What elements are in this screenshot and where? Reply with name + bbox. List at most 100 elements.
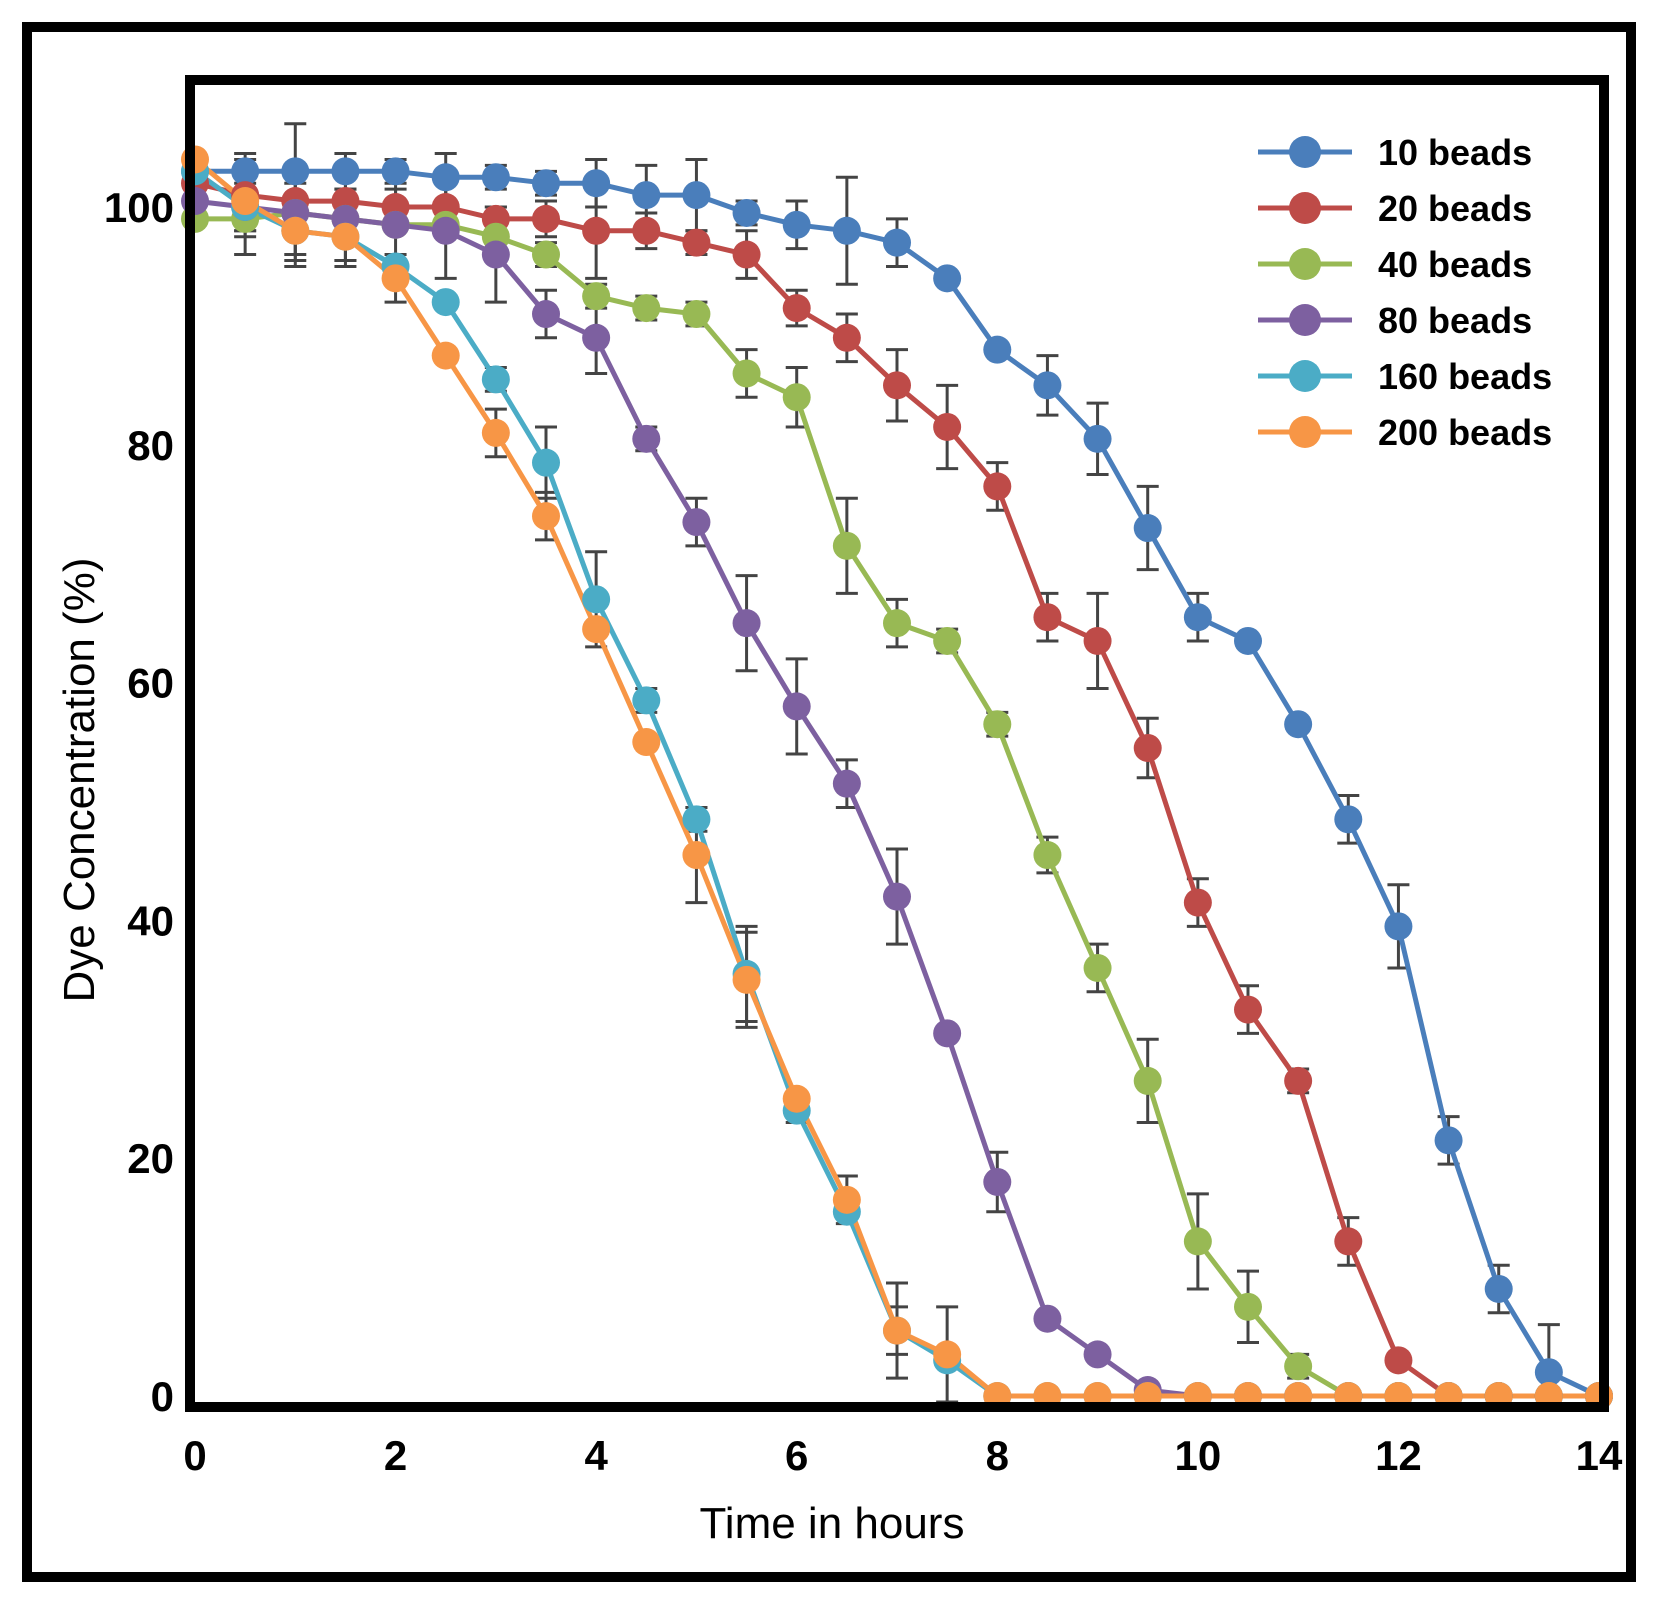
data-point-40-beads bbox=[883, 609, 911, 638]
data-point-40-beads bbox=[1183, 1227, 1212, 1256]
data-point-20-beads bbox=[532, 204, 560, 233]
data-point-200-beads bbox=[732, 965, 761, 994]
data-point-10-beads bbox=[281, 157, 310, 186]
data-point-10-beads bbox=[1434, 1126, 1463, 1155]
data-point-10-beads bbox=[582, 169, 611, 198]
data-point-80-beads bbox=[832, 769, 861, 798]
data-point-40-beads bbox=[1133, 1066, 1162, 1095]
data-point-200-beads bbox=[832, 1185, 861, 1214]
legend-label-200-beads: 200 beads bbox=[1378, 412, 1552, 453]
data-point-40-beads bbox=[1234, 1292, 1262, 1321]
data-point-20-beads bbox=[1133, 733, 1162, 762]
data-point-200-beads bbox=[431, 341, 460, 370]
x-tick-label: 4 bbox=[584, 1432, 608, 1479]
y-tick-label: 20 bbox=[127, 1135, 174, 1182]
data-point-20-beads bbox=[1334, 1227, 1363, 1256]
data-point-10-beads bbox=[1183, 603, 1212, 632]
data-point-200-beads bbox=[682, 841, 711, 870]
legend-marker-160-beads bbox=[1289, 360, 1321, 392]
x-tick-label: 6 bbox=[785, 1432, 808, 1479]
data-point-10-beads bbox=[1133, 514, 1162, 543]
data-point-10-beads bbox=[381, 157, 410, 186]
figure-frame bbox=[22, 22, 1636, 1582]
data-point-200-beads bbox=[883, 1316, 911, 1345]
axis-ticks: 0 2 4 6 8 10 12 14 0 20 40 60 80 100 bbox=[104, 184, 1623, 1479]
legend-label-80-beads: 80 beads bbox=[1378, 300, 1532, 341]
data-point-40-beads bbox=[532, 240, 560, 269]
data-point-20-beads bbox=[782, 294, 811, 323]
y-tick-label: 100 bbox=[104, 184, 174, 231]
data-point-40-beads bbox=[582, 282, 611, 311]
data-point-20-beads bbox=[1384, 1346, 1413, 1375]
data-point-10-beads bbox=[1033, 371, 1062, 400]
data-point-80-beads bbox=[682, 508, 711, 537]
data-point-10-beads bbox=[1234, 626, 1262, 655]
data-point-160-beads bbox=[582, 585, 611, 614]
data-point-40-beads bbox=[832, 531, 861, 560]
data-point-10-beads bbox=[1083, 424, 1112, 453]
y-tick-label: 0 bbox=[151, 1373, 174, 1420]
data-point-40-beads bbox=[1033, 841, 1062, 870]
data-point-80-beads bbox=[381, 210, 410, 239]
data-point-80-beads bbox=[782, 692, 811, 721]
data-point-80-beads bbox=[1083, 1340, 1112, 1369]
data-point-80-beads bbox=[481, 240, 510, 269]
data-point-80-beads bbox=[983, 1167, 1012, 1196]
data-point-10-beads bbox=[532, 169, 560, 198]
data-point-20-beads bbox=[883, 371, 911, 400]
data-point-80-beads bbox=[632, 424, 661, 453]
x-tick-label: 10 bbox=[1174, 1432, 1221, 1479]
data-point-160-beads bbox=[682, 805, 711, 834]
data-point-10-beads bbox=[1284, 710, 1313, 739]
data-point-10-beads bbox=[331, 157, 360, 186]
x-tick-label: 8 bbox=[986, 1432, 1009, 1479]
data-point-20-beads bbox=[632, 216, 661, 245]
data-point-80-beads bbox=[933, 1019, 962, 1048]
data-point-10-beads bbox=[231, 157, 260, 186]
y-axis-title: Dye Concentration (%) bbox=[55, 557, 104, 1002]
data-point-40-beads bbox=[732, 359, 761, 388]
x-tick-label: 14 bbox=[1576, 1432, 1623, 1479]
series-lines bbox=[193, 157, 1601, 1399]
data-point-40-beads bbox=[933, 626, 962, 655]
data-point-10-beads bbox=[481, 163, 510, 192]
data-point-10-beads bbox=[1334, 805, 1363, 834]
data-point-10-beads bbox=[782, 210, 811, 239]
data-point-160-beads bbox=[532, 448, 560, 477]
data-point-200-beads bbox=[281, 216, 310, 245]
data-point-20-beads bbox=[933, 412, 962, 441]
data-point-40-beads bbox=[632, 294, 661, 323]
data-point-20-beads bbox=[732, 240, 761, 269]
data-point-10-beads bbox=[933, 264, 962, 293]
data-point-10-beads bbox=[832, 216, 861, 245]
plot-area-border bbox=[185, 75, 1609, 1412]
data-point-10-beads bbox=[1384, 912, 1413, 941]
data-point-20-beads bbox=[1234, 995, 1262, 1024]
data-point-20-beads bbox=[1284, 1066, 1313, 1095]
x-tick-label: 0 bbox=[183, 1432, 206, 1479]
data-point-200-beads bbox=[782, 1084, 811, 1113]
legend-marker-40-beads bbox=[1289, 248, 1321, 280]
legend-label-10-beads: 10 beads bbox=[1378, 132, 1532, 173]
data-point-20-beads bbox=[1183, 888, 1212, 917]
data-point-200-beads bbox=[933, 1340, 962, 1369]
data-point-10-beads bbox=[632, 181, 661, 210]
data-point-20-beads bbox=[682, 228, 711, 257]
data-point-200-beads bbox=[532, 502, 560, 531]
error-bars bbox=[234, 122, 1560, 1404]
data-point-80-beads bbox=[732, 609, 761, 638]
legend-label-40-beads: 40 beads bbox=[1378, 244, 1532, 285]
data-point-40-beads bbox=[682, 300, 711, 329]
data-point-10-beads bbox=[431, 163, 460, 192]
legend-label-20-beads: 20 beads bbox=[1378, 188, 1532, 229]
y-tick-label: 40 bbox=[127, 897, 174, 944]
data-point-10-beads bbox=[883, 228, 911, 257]
y-tick-label: 80 bbox=[127, 422, 174, 469]
data-point-40-beads bbox=[782, 383, 811, 412]
data-point-40-beads bbox=[1284, 1352, 1313, 1381]
data-point-10-beads bbox=[682, 181, 711, 210]
data-point-20-beads bbox=[1033, 603, 1062, 632]
data-point-160-beads bbox=[632, 686, 661, 715]
data-point-20-beads bbox=[582, 216, 611, 245]
data-point-10-beads bbox=[983, 335, 1012, 364]
